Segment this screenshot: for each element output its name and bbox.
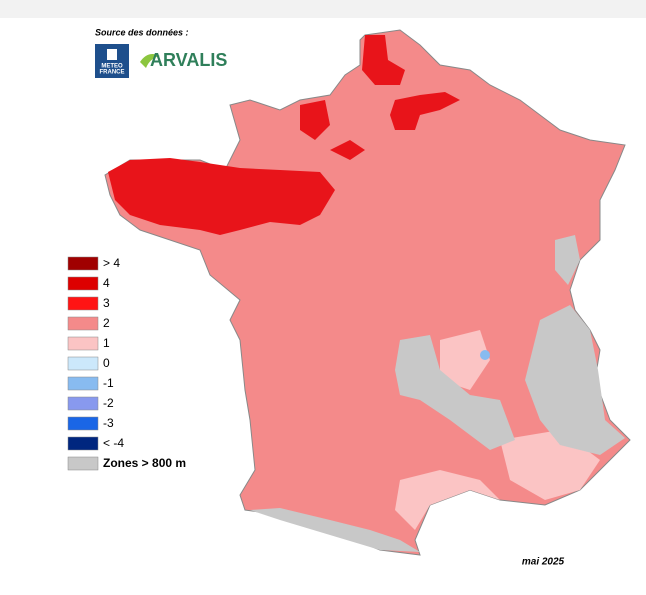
- zone-800m-pyrenees: [250, 508, 420, 552]
- legend: > 4 4 3 2 1 0 -1 -2 -3 < -4 Zones > 800 m: [67, 256, 186, 471]
- legend-swatch: [67, 396, 99, 411]
- region-3-picardy: [390, 92, 460, 130]
- legend-swatch: [67, 436, 99, 451]
- region-3-east: [330, 140, 365, 160]
- legend-label: 4: [103, 276, 110, 290]
- france-map: [104, 29, 631, 556]
- legend-label: 3: [103, 296, 110, 310]
- region-3-normandy: [300, 100, 330, 140]
- legend-label: -2: [103, 396, 114, 410]
- legend-label: -3: [103, 416, 114, 430]
- date-label: mai 2025: [522, 557, 565, 568]
- source-label: Source des données :: [95, 27, 189, 37]
- arvalis-leaf: [140, 54, 160, 68]
- arvalis-logo: ARVALIS: [150, 50, 227, 70]
- legend-swatch: [67, 356, 99, 371]
- legend-label: 0: [103, 356, 110, 370]
- region-3-north: [362, 35, 405, 85]
- legend-label: 1: [103, 336, 110, 350]
- legend-swatch: [67, 276, 99, 291]
- meteo-logo-text: METEO: [101, 64, 123, 70]
- legend-swatch: [67, 336, 99, 351]
- region-minus-1: [480, 350, 490, 360]
- zone-800m-jura: [555, 235, 580, 285]
- legend-swatch: [67, 416, 99, 431]
- meteo-logo-text: FRANCE: [100, 70, 125, 76]
- legend-swatch: [67, 376, 99, 391]
- meteo-logo-icon: [107, 49, 117, 60]
- legend-label: Zones > 800 m: [103, 456, 186, 470]
- legend-label: 2: [103, 316, 110, 330]
- legend-swatch: [67, 316, 99, 331]
- legend-label: -1: [103, 376, 114, 390]
- legend-swatch: [67, 456, 99, 471]
- legend-swatch: [67, 256, 99, 271]
- zone-800m-massif: [395, 335, 515, 450]
- legend-swatch: [67, 296, 99, 311]
- region-3-brittany: [108, 158, 335, 235]
- region-1-pink: [440, 330, 490, 390]
- zone-800m-alps: [525, 305, 625, 455]
- top-bar: [0, 0, 646, 18]
- legend-label: < -4: [103, 436, 124, 450]
- legend-label: > 4: [103, 256, 120, 270]
- region-1-pink: [395, 470, 500, 530]
